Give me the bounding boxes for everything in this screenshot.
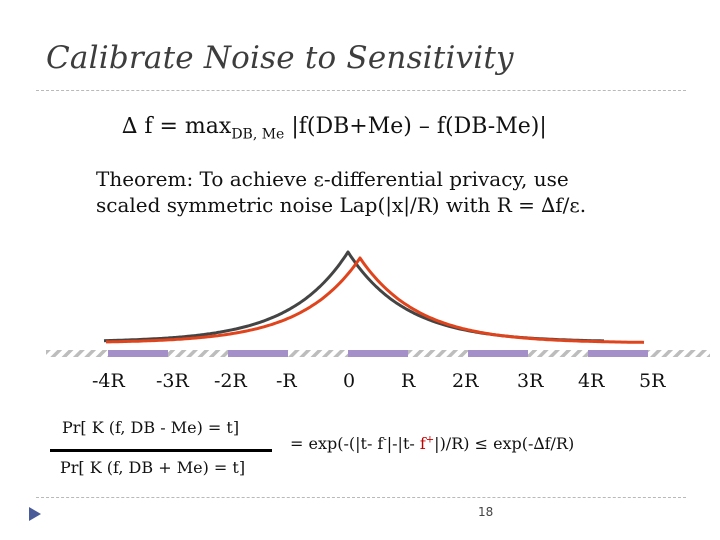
theorem-text: Theorem: To achieve ε-differential priva… xyxy=(96,166,586,218)
result-superscript-plus: + xyxy=(425,434,435,446)
axis-tick-label: 4R xyxy=(578,370,605,392)
axis-segment xyxy=(588,350,648,357)
title-divider xyxy=(36,90,686,91)
probability-numerator: Pr[ K (f, DB - Me) = t] xyxy=(62,418,240,437)
formula-rhs: |f(DB+Me) – f(DB-Me)| xyxy=(284,114,547,139)
axis-tick-label: -4R xyxy=(92,370,125,392)
axis-segment xyxy=(228,350,288,357)
probability-denominator: Pr[ K (f, DB + Me) = t] xyxy=(60,458,246,477)
fraction-bar xyxy=(50,449,272,452)
axis-highlight-segments xyxy=(108,350,648,357)
footer-divider xyxy=(36,497,686,498)
axis-tick-label: R xyxy=(401,370,416,392)
slide-title: Calibrate Noise to Sensitivity xyxy=(46,40,514,76)
axis-tick-label: 5R xyxy=(639,370,666,392)
laplace-curve-orange xyxy=(106,256,645,344)
axis-tick-label: -2R xyxy=(214,370,247,392)
triangle-bullet-icon xyxy=(29,507,41,521)
result-superscript-minus: - xyxy=(383,434,387,446)
sensitivity-formula: ∆ f = maxDB, Me |f(DB+Me) – f(DB-Me)| xyxy=(122,114,547,142)
probability-ratio-result: = exp(-(|t- f-|-|t- f+|)/R) ≤ exp(-∆f/R) xyxy=(290,434,574,453)
axis-tick-label: 0 xyxy=(343,370,356,392)
theorem-line-2: scaled symmetric noise Lap(|x|/R) with R… xyxy=(96,193,587,217)
result-text: |)/R) ≤ exp(-∆f/R) xyxy=(434,434,575,453)
axis-segment xyxy=(108,350,168,357)
formula-subscript: DB, Me xyxy=(231,126,285,143)
axis-tick-label: 2R xyxy=(452,370,479,392)
result-text: |-|t- xyxy=(386,434,420,453)
theorem-line-1: Theorem: To achieve ε-differential priva… xyxy=(96,167,569,191)
formula-lhs: ∆ f = max xyxy=(122,114,232,139)
result-red-f: f xyxy=(419,434,426,453)
axis-tick-label: -3R xyxy=(156,370,189,392)
axis-tick-label: -R xyxy=(276,370,297,392)
axis-segment xyxy=(468,350,528,357)
page-number: 18 xyxy=(478,505,494,519)
axis-tick-label: 3R xyxy=(517,370,544,392)
axis-segment xyxy=(348,350,408,357)
result-text: = exp(-(|t- f xyxy=(290,434,384,453)
